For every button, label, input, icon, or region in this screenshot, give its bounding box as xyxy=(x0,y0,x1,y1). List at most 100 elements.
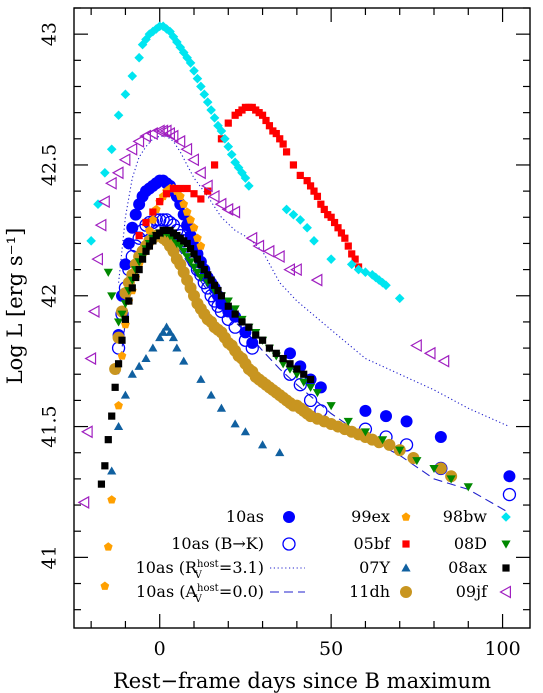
series-98bw-point xyxy=(185,58,196,68)
series-09jf-point xyxy=(152,124,165,138)
series-09jf-point xyxy=(84,352,97,366)
series-08d-point xyxy=(185,258,196,267)
series-10as-b-k-point xyxy=(221,312,235,326)
series-08ax-point xyxy=(118,336,126,344)
series-98bw-point xyxy=(244,181,254,191)
series-05bf-point xyxy=(289,161,298,169)
plot-frame xyxy=(73,7,531,629)
series-09jf-point xyxy=(221,202,234,216)
series-05bf-point xyxy=(282,148,291,156)
series-09jf-point xyxy=(262,244,275,258)
series-09jf-point xyxy=(214,197,227,211)
series-98bw-point xyxy=(295,215,306,225)
series-05bf-point xyxy=(279,140,287,148)
series-07y-point xyxy=(257,440,268,449)
series-05bf-point xyxy=(190,190,198,198)
series-11dh-point xyxy=(383,438,396,451)
series-98bw-point xyxy=(353,264,364,275)
series-98bw-point xyxy=(189,65,199,76)
series-09jf-point xyxy=(194,166,206,180)
series-09jf-point xyxy=(187,153,199,167)
series-08ax-point xyxy=(142,247,150,255)
legend-item-11dh-swatch xyxy=(400,586,412,598)
series-98bw-point xyxy=(144,29,155,39)
series-98bw-point xyxy=(202,97,213,107)
legend: 10as 10as (B→K) 10as (Rhost V =3.1)10as (Aho… xyxy=(136,507,511,605)
series-08ax-point xyxy=(265,344,274,352)
series-07y-point xyxy=(165,327,175,336)
series-08ax-point xyxy=(207,276,215,284)
series-08ax-point xyxy=(300,370,308,378)
tick-labels: 0 50 100 41 41.5 42 42.5 43 xyxy=(39,22,521,660)
series-05bf-point xyxy=(334,224,342,232)
series-98bw-point xyxy=(281,204,292,215)
series-99ex-point xyxy=(103,542,113,551)
series-98bw-point xyxy=(220,134,230,144)
series-08d-point xyxy=(326,402,336,411)
series-08d-point xyxy=(305,383,316,392)
series-07y-point xyxy=(148,343,158,352)
series-09jf-point xyxy=(200,179,213,193)
series-10as-point xyxy=(503,470,516,483)
series-98bw-point xyxy=(223,141,234,152)
series-07y-point xyxy=(230,419,240,428)
series-05bf-point xyxy=(176,184,184,193)
series-98bw xyxy=(86,21,405,304)
series-98bw-point xyxy=(161,24,172,34)
series-08d-point xyxy=(175,242,185,251)
legend-item-08ax-label: 08ax xyxy=(448,558,487,577)
series-08ax xyxy=(97,226,315,488)
series-05bf-point xyxy=(317,200,325,208)
series-05bf-point xyxy=(344,242,352,250)
series-08d-point xyxy=(117,310,127,319)
series-08ax-point xyxy=(231,310,239,318)
series-98bw-point xyxy=(206,105,216,115)
series-05bf-point xyxy=(258,111,267,119)
series-09jf-point xyxy=(310,273,323,287)
series-10as-point xyxy=(380,410,392,423)
series-09jf-point xyxy=(77,495,90,509)
series-10as-b-k-point xyxy=(245,341,259,355)
series-08ax-point xyxy=(204,271,212,279)
series-05bf xyxy=(135,103,363,271)
legend-item-10as-b-k-swatch xyxy=(282,537,296,551)
series-98bw-point xyxy=(134,52,144,63)
series-07y-point xyxy=(196,374,206,383)
series-11dh-point xyxy=(434,462,447,475)
series-07y-point xyxy=(158,327,168,336)
series-08ax-point xyxy=(183,239,191,248)
series-09jf-point xyxy=(283,263,295,277)
series-05bf-point xyxy=(303,177,311,185)
series-05bf-point xyxy=(351,255,359,263)
series-98bw-point xyxy=(288,209,299,220)
series-99ex-point xyxy=(100,581,110,590)
series-05bf-point xyxy=(276,135,284,143)
series-05bf-point xyxy=(337,229,346,237)
series-08ax-point xyxy=(238,318,246,326)
y-tick-label: 42.5 xyxy=(39,144,61,186)
series-05bf-point xyxy=(327,213,335,221)
series-08ax-point xyxy=(135,266,143,274)
series-08ax-point xyxy=(224,302,232,310)
series-07y-point xyxy=(155,333,165,342)
series-99ex-point xyxy=(193,233,202,242)
series-08ax-point xyxy=(190,250,198,258)
series-99ex-point xyxy=(107,495,117,504)
series-08ax-point xyxy=(217,292,226,300)
series-08d-point xyxy=(377,436,388,445)
series-08d-point xyxy=(223,297,233,306)
series-10as-b-k-point xyxy=(502,487,517,502)
axis-ticks xyxy=(74,7,530,628)
series-07y-point xyxy=(134,361,144,370)
series-08ax-point xyxy=(132,273,140,282)
series-points xyxy=(77,21,517,590)
x-tick-label: 100 xyxy=(484,638,520,660)
series-98bw-point xyxy=(113,110,124,121)
series-07y-point xyxy=(141,353,151,362)
series-08d-point xyxy=(360,428,371,437)
series-10as-b-k-point xyxy=(156,213,170,227)
series-07y-point xyxy=(168,333,179,342)
series-08ax-point xyxy=(125,297,133,305)
series-10as-b-k-point xyxy=(228,320,242,334)
series-98bw-point xyxy=(377,277,388,288)
